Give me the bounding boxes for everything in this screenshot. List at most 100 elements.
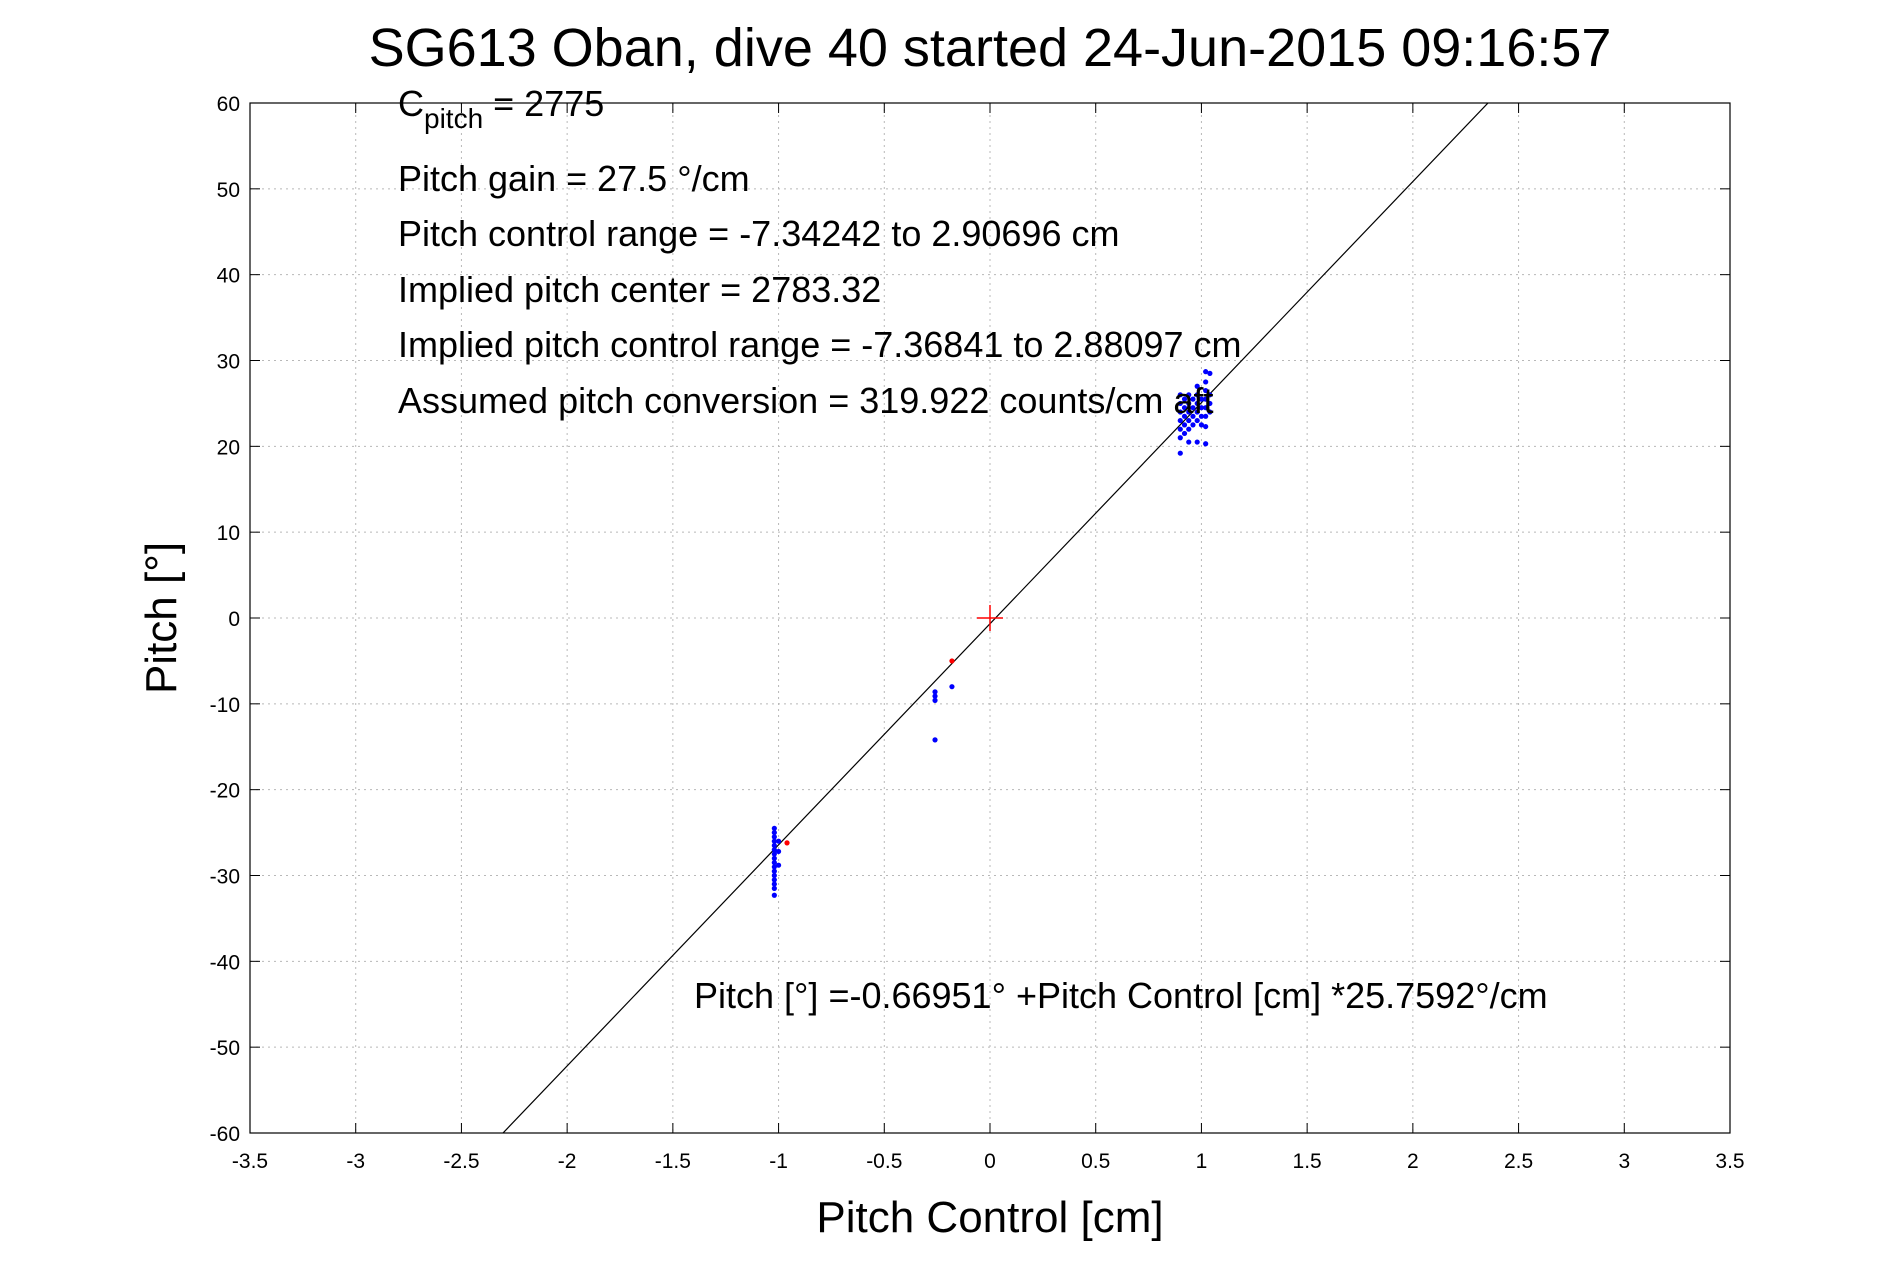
y-tick-label: 60 bbox=[217, 93, 240, 116]
x-tick-label: -1.5 bbox=[655, 1150, 691, 1173]
data-point bbox=[775, 848, 782, 855]
data-point bbox=[771, 838, 777, 844]
data-point bbox=[1203, 405, 1209, 411]
y-tick-label: -30 bbox=[210, 866, 240, 889]
data-point bbox=[771, 881, 777, 887]
data-point bbox=[784, 840, 790, 846]
x-tick-label: -3.5 bbox=[232, 1150, 268, 1173]
data-point bbox=[1186, 392, 1192, 398]
data-point bbox=[1198, 422, 1205, 428]
data-point bbox=[1186, 426, 1192, 432]
data-point bbox=[932, 689, 938, 695]
x-tick-label: -2 bbox=[558, 1150, 577, 1173]
data-point bbox=[932, 693, 938, 699]
data-point bbox=[771, 829, 777, 836]
data-point bbox=[1203, 387, 1209, 394]
data-point bbox=[1181, 413, 1188, 419]
x-tick-label: 0.5 bbox=[1081, 1150, 1110, 1173]
x-tick-label: -1 bbox=[769, 1150, 788, 1173]
data-point bbox=[1194, 392, 1200, 398]
grid bbox=[250, 103, 1730, 1133]
annotation-c-pitch: Cpitch = 2775 bbox=[398, 83, 604, 134]
data-point bbox=[1177, 426, 1183, 432]
annotation-implied-pitch-control-range: Implied pitch control range = -7.36841 t… bbox=[398, 324, 1242, 365]
data-point bbox=[1194, 409, 1200, 415]
data-point bbox=[1181, 430, 1188, 437]
data-point bbox=[1207, 392, 1213, 398]
data-point bbox=[771, 847, 777, 853]
data-point bbox=[1186, 400, 1192, 407]
x-tick-label: 2.5 bbox=[1504, 1150, 1533, 1173]
y-tick-label: 20 bbox=[217, 436, 240, 459]
data-point bbox=[1203, 396, 1209, 402]
x-tick-label: 2 bbox=[1407, 1150, 1419, 1173]
y-tick-label: 10 bbox=[217, 522, 240, 545]
x-tick-label: 1.5 bbox=[1293, 1150, 1322, 1173]
data-point bbox=[1203, 369, 1209, 375]
y-tick-label: -20 bbox=[210, 780, 240, 803]
data-point bbox=[949, 658, 955, 664]
data-point bbox=[1198, 396, 1205, 402]
data-point bbox=[1177, 392, 1183, 398]
data-point bbox=[1194, 383, 1200, 389]
data-point bbox=[771, 842, 777, 849]
x-axis-label: Pitch Control [cm] bbox=[816, 1193, 1163, 1242]
x-axis-tick-labels: -3.5 -3 -2.5 -2 -1.5 -1 -0.5 0 0.5 1 1.5 2 2.5 3 3.5 bbox=[232, 1150, 1745, 1173]
y-tick-label: 0 bbox=[228, 608, 240, 631]
y-tick-label: 50 bbox=[217, 179, 240, 202]
fit-equation-label: Pitch [°] =-0.66951° +Pitch Control [cm]… bbox=[694, 975, 1548, 1016]
data-point bbox=[775, 838, 782, 844]
data-point bbox=[1194, 417, 1200, 424]
x-tick-label: 3 bbox=[1618, 1150, 1630, 1173]
data-point bbox=[771, 860, 777, 866]
y-tick-label: 40 bbox=[217, 265, 240, 288]
annotation-assumed-pitch-conversion: Assumed pitch conversion = 319.922 count… bbox=[398, 380, 1213, 421]
data-point bbox=[771, 834, 777, 840]
data-point bbox=[949, 684, 955, 690]
data-point bbox=[1186, 409, 1192, 415]
x-tick-label: 1 bbox=[1196, 1150, 1208, 1173]
x-tick-label: 3.5 bbox=[1715, 1150, 1744, 1173]
data-point bbox=[1203, 413, 1209, 419]
data-point bbox=[1203, 379, 1209, 385]
data-point bbox=[1177, 409, 1183, 415]
annotation-pitch-control-range: Pitch control range = -7.34242 to 2.9069… bbox=[398, 213, 1119, 254]
data-point bbox=[771, 851, 777, 857]
x-tick-label: -0.5 bbox=[866, 1150, 902, 1173]
data-point bbox=[1186, 439, 1192, 445]
y-tick-label: -40 bbox=[210, 951, 240, 974]
x-tick-label: 0 bbox=[984, 1150, 996, 1173]
data-point bbox=[1186, 417, 1192, 424]
annotation-c-pitch-main: C bbox=[398, 83, 424, 124]
data-point bbox=[1207, 400, 1213, 407]
y-tick-label: -60 bbox=[210, 1123, 240, 1146]
data-point bbox=[1207, 409, 1213, 415]
data-point bbox=[775, 862, 782, 868]
data-point bbox=[1190, 413, 1196, 419]
data-point bbox=[1203, 441, 1209, 447]
data-point bbox=[1190, 405, 1196, 411]
y-axis-tick-labels: -60 -50 -40 -30 -20 -10 0 10 20 30 40 50 60 bbox=[210, 93, 240, 1146]
y-tick-label: -50 bbox=[210, 1037, 240, 1060]
data-point bbox=[771, 872, 777, 879]
data-point bbox=[1181, 405, 1188, 411]
data-point bbox=[1207, 370, 1213, 376]
data-point bbox=[1190, 422, 1196, 428]
annotation-c-pitch-subscript: pitch bbox=[424, 103, 483, 134]
y-tick-label: -10 bbox=[210, 694, 240, 717]
data-points-group bbox=[771, 369, 1213, 898]
data-point bbox=[771, 825, 777, 831]
data-point bbox=[1177, 400, 1183, 407]
data-point bbox=[771, 877, 777, 883]
data-point bbox=[771, 892, 777, 898]
data-point bbox=[1190, 396, 1196, 402]
annotation-implied-pitch-center: Implied pitch center = 2783.32 bbox=[398, 269, 881, 310]
annotation-c-pitch-value: = 2775 bbox=[483, 83, 604, 124]
data-point bbox=[771, 885, 777, 891]
data-point bbox=[771, 868, 777, 874]
data-point bbox=[932, 737, 938, 743]
data-point bbox=[1177, 435, 1183, 441]
data-point bbox=[1181, 422, 1188, 428]
x-tick-label: -3 bbox=[346, 1150, 365, 1173]
